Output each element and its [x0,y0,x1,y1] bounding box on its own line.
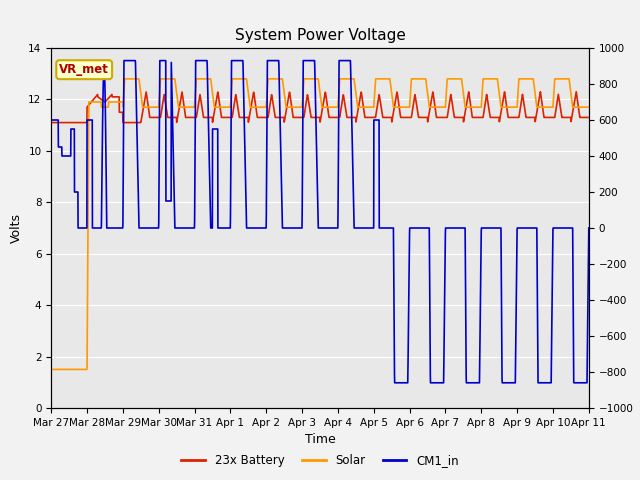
Title: System Power Voltage: System Power Voltage [235,28,405,43]
Text: VR_met: VR_met [60,63,109,76]
Y-axis label: Volts: Volts [10,213,22,243]
X-axis label: Time: Time [305,433,335,446]
Legend: 23x Battery, Solar, CM1_in: 23x Battery, Solar, CM1_in [177,449,463,472]
